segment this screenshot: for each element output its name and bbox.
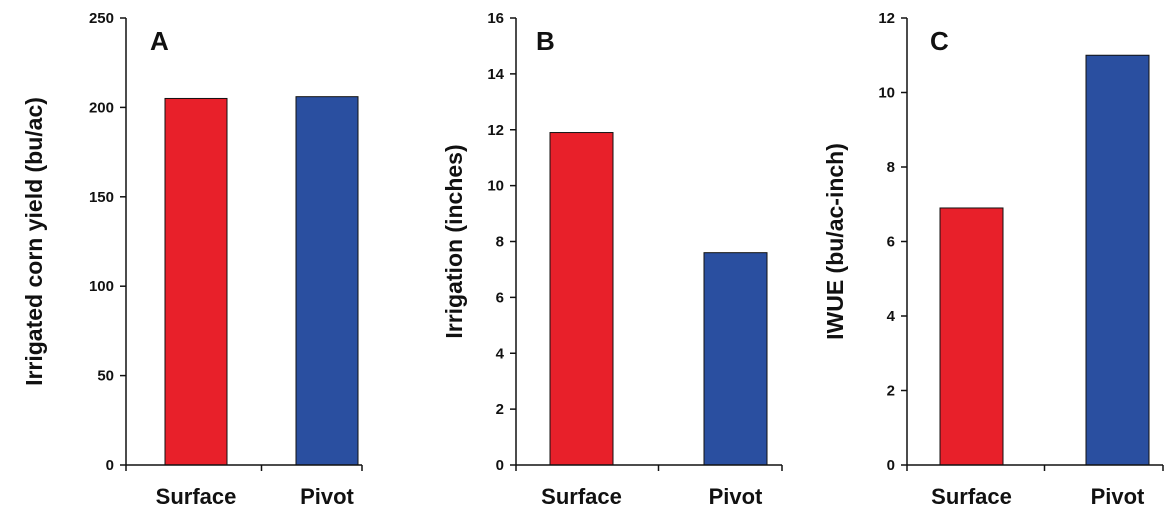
bar-surface bbox=[939, 207, 1004, 466]
bar-surface bbox=[549, 132, 614, 466]
y-tick-label: 50 bbox=[97, 368, 114, 385]
y-tick-label: 2 bbox=[496, 401, 504, 418]
y-tick-label: 12 bbox=[878, 10, 895, 27]
x-category-label-surface: Surface bbox=[931, 484, 1012, 509]
y-tick-label: 200 bbox=[89, 99, 114, 116]
panel-letter: A bbox=[150, 26, 169, 56]
bar-pivot bbox=[295, 96, 359, 466]
y-tick-label: 4 bbox=[496, 345, 505, 362]
y-tick-label: 250 bbox=[89, 10, 114, 27]
bar-pivot bbox=[1085, 54, 1150, 466]
y-tick-label: 150 bbox=[89, 189, 114, 206]
y-tick-label: 0 bbox=[887, 457, 895, 474]
chart-panel-c: 0 2 4 6 8 10 12 Surface Pivot IWUE (bu/ac-inch) C bbox=[822, 10, 1164, 509]
y-tick-label: 0 bbox=[106, 457, 114, 474]
y-tick-label: 10 bbox=[487, 178, 504, 195]
x-category-label-pivot: Pivot bbox=[709, 484, 763, 509]
y-tick-label: 100 bbox=[89, 278, 114, 295]
chart-panel-b: 0 2 4 6 8 10 12 14 16 Surface Pivot Irrigation (inc… bbox=[441, 10, 783, 509]
panel-letter: B bbox=[536, 26, 555, 56]
y-tick-label: 4 bbox=[887, 308, 896, 325]
chart-panel-a: 0 50 100 150 200 250 Surface Pivot Irrigated cor… bbox=[21, 10, 363, 509]
y-axis-title: IWUE (bu/ac-inch) bbox=[822, 143, 848, 340]
x-category-label-surface: Surface bbox=[541, 484, 622, 509]
y-tick-label: 14 bbox=[487, 66, 504, 83]
y-axis-title: Irrigated corn yield (bu/ac) bbox=[21, 97, 47, 386]
y-tick-label: 8 bbox=[496, 234, 504, 251]
y-tick-label: 6 bbox=[496, 289, 504, 306]
y-tick-label: 6 bbox=[887, 234, 895, 251]
x-category-label-surface: Surface bbox=[156, 484, 237, 509]
y-tick-label: 2 bbox=[887, 383, 895, 400]
y-tick-label: 16 bbox=[487, 10, 504, 27]
y-tick-label: 10 bbox=[878, 85, 895, 102]
y-tick-label: 8 bbox=[887, 159, 895, 176]
panel-letter: C bbox=[930, 26, 949, 56]
bar-pivot bbox=[703, 252, 768, 466]
y-tick-label: 12 bbox=[487, 122, 504, 139]
y-tick-label: 0 bbox=[496, 457, 504, 474]
bar-surface bbox=[164, 97, 228, 466]
x-category-label-pivot: Pivot bbox=[300, 484, 354, 509]
x-category-label-pivot: Pivot bbox=[1091, 484, 1145, 509]
y-axis-title: Irrigation (inches) bbox=[441, 144, 467, 338]
